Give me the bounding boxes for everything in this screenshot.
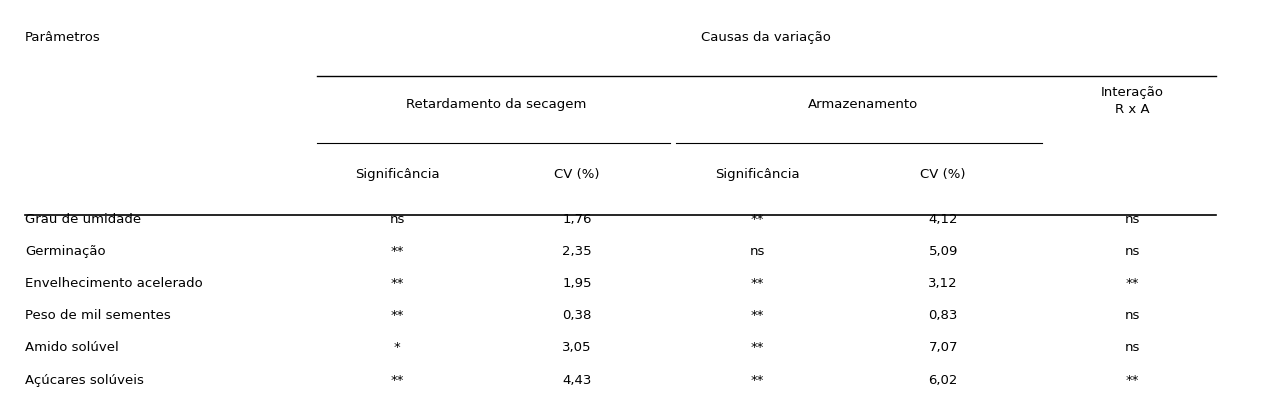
Text: 5,09: 5,09 — [928, 245, 958, 258]
Text: Significância: Significância — [715, 168, 799, 181]
Text: Grau de umidade: Grau de umidade — [25, 213, 142, 226]
Text: 0,83: 0,83 — [928, 309, 958, 322]
Text: **: ** — [1125, 277, 1139, 290]
Text: *: * — [394, 342, 400, 354]
Text: **: ** — [751, 342, 763, 354]
Text: 3,12: 3,12 — [928, 277, 958, 290]
Text: CV (%): CV (%) — [555, 168, 600, 181]
Text: **: ** — [751, 309, 763, 322]
Text: ns: ns — [1124, 309, 1141, 322]
Text: Causas da variação: Causas da variação — [701, 32, 832, 44]
Text: ns: ns — [749, 245, 765, 258]
Text: Açúcares solúveis: Açúcares solúveis — [25, 373, 144, 387]
Text: Peso de mil sementes: Peso de mil sementes — [25, 309, 171, 322]
Text: **: ** — [751, 277, 763, 290]
Text: 0,38: 0,38 — [562, 309, 592, 322]
Text: **: ** — [390, 373, 404, 387]
Text: 1,95: 1,95 — [562, 277, 592, 290]
Text: **: ** — [390, 245, 404, 258]
Text: Amido solúvel: Amido solúvel — [25, 342, 119, 354]
Text: ns: ns — [390, 213, 405, 226]
Text: **: ** — [751, 373, 763, 387]
Text: Germinação: Germinação — [25, 245, 105, 258]
Text: Retardamento da secagem: Retardamento da secagem — [406, 98, 586, 111]
Text: Significância: Significância — [354, 168, 439, 181]
Text: 4,43: 4,43 — [562, 373, 592, 387]
Text: 1,76: 1,76 — [562, 213, 592, 226]
Text: 6,02: 6,02 — [928, 373, 958, 387]
Text: CV (%): CV (%) — [920, 168, 966, 181]
Text: 2,35: 2,35 — [562, 245, 592, 258]
Text: ns: ns — [1124, 213, 1141, 226]
Text: **: ** — [751, 213, 763, 226]
Text: **: ** — [390, 277, 404, 290]
Text: 4,12: 4,12 — [928, 213, 958, 226]
Text: Envelhecimento acelerado: Envelhecimento acelerado — [25, 277, 203, 290]
Text: ns: ns — [1124, 245, 1141, 258]
Text: Armazenamento: Armazenamento — [808, 98, 918, 111]
Text: 7,07: 7,07 — [928, 342, 958, 354]
Text: **: ** — [390, 309, 404, 322]
Text: **: ** — [1125, 373, 1139, 387]
Text: 3,05: 3,05 — [562, 342, 592, 354]
Text: Interação
R x A: Interação R x A — [1101, 86, 1163, 116]
Text: ns: ns — [1124, 342, 1141, 354]
Text: Parâmetros: Parâmetros — [25, 32, 101, 44]
